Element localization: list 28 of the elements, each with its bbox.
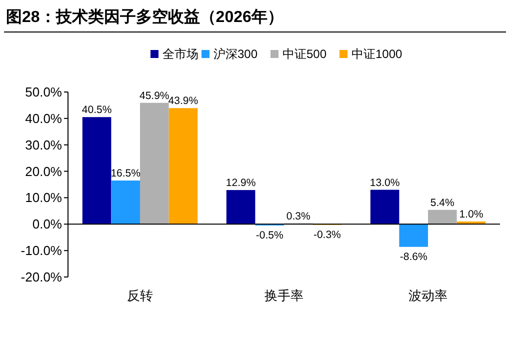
data-label: 43.9% bbox=[168, 95, 198, 108]
x-tick-label: 波动率 bbox=[408, 288, 448, 303]
data-label: 16.5% bbox=[110, 168, 140, 180]
y-tick-label: 0.0% bbox=[32, 216, 62, 232]
legend-label: 全市场 bbox=[162, 47, 198, 61]
y-tick-label: 10.0% bbox=[25, 190, 62, 206]
legend-label: 中证500 bbox=[282, 47, 327, 61]
x-tick-label: 换手率 bbox=[264, 288, 304, 303]
y-tick-label: -10.0% bbox=[20, 243, 62, 258]
data-label: -0.3% bbox=[313, 228, 341, 241]
y-tick-label: -20.0% bbox=[20, 270, 62, 284]
legend-label: 中证1000 bbox=[352, 47, 403, 61]
data-label: -8.6% bbox=[400, 250, 428, 263]
data-label: 1.0% bbox=[459, 208, 484, 220]
data-label: 0.3% bbox=[286, 210, 310, 222]
y-tick-label: 50.0% bbox=[25, 84, 62, 100]
y-tick-label: 20.0% bbox=[25, 164, 62, 179]
data-label: 13.0% bbox=[370, 176, 400, 189]
legend-label: 沪深300 bbox=[214, 47, 258, 61]
x-tick-label: 反转 bbox=[127, 288, 153, 303]
data-label: 12.9% bbox=[226, 177, 256, 190]
y-tick-label: 30.0% bbox=[25, 137, 62, 152]
data-label: 5.4% bbox=[430, 196, 454, 209]
chart-title: 图28：技术类因子多空收益（2026年） bbox=[6, 8, 284, 26]
data-label: 40.5% bbox=[82, 104, 112, 116]
data-label: -0.5% bbox=[256, 229, 284, 242]
y-tick-label: 40.0% bbox=[25, 110, 62, 126]
data-label: 45.9% bbox=[140, 90, 170, 102]
